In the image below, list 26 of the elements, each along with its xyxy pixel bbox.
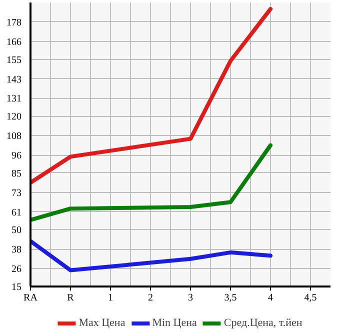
y-tick-label: 108 <box>6 131 22 142</box>
y-tick-label: 166 <box>6 36 22 48</box>
x-tick-label: 3,5 <box>224 292 237 304</box>
y-tick-label: 73 <box>12 188 22 199</box>
x-tick-label: 2 <box>148 292 153 304</box>
x-tick-label: R <box>67 292 74 304</box>
y-tick-label: 131 <box>6 94 22 105</box>
y-tick-label: 155 <box>6 54 22 66</box>
x-tick-label: RA <box>24 292 38 304</box>
y-tick-label: 85 <box>12 168 22 180</box>
y-tick-label: 143 <box>6 74 22 86</box>
x-tick-label: 4,5 <box>304 292 317 304</box>
x-tick-label: 4 <box>268 292 273 304</box>
legend-label: Min Цена <box>152 317 197 330</box>
y-tick-label: 178 <box>6 17 22 28</box>
x-tick-label: 3 <box>188 292 193 304</box>
y-tick-label: 50 <box>12 225 22 236</box>
y-tick-label: 61 <box>12 207 22 218</box>
y-tick-label: 15 <box>12 282 22 293</box>
legend-label: Сред.Цена, т.йен <box>224 317 302 330</box>
y-tick-label: 38 <box>12 244 22 256</box>
y-tick-label: 120 <box>6 112 22 123</box>
legend-label: Max Цена <box>78 317 126 330</box>
y-tick-label: 26 <box>12 264 22 276</box>
x-tick-label: 1 <box>108 292 113 304</box>
y-tick-label: 96 <box>12 150 22 162</box>
